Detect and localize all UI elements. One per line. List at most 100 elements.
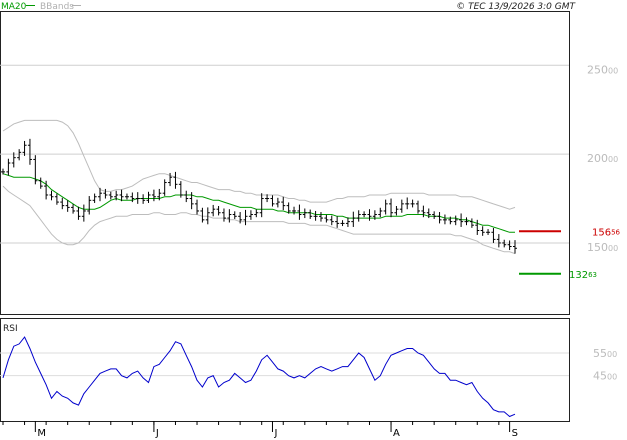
ohlc-bar (44, 180, 49, 200)
ohlc-bar (238, 212, 243, 224)
ohlc-bar (308, 209, 313, 219)
price-tick-label: 20000 (587, 152, 618, 165)
ohlc-bar (119, 189, 124, 202)
ohlc-bar (205, 207, 210, 225)
ohlc-bar (459, 213, 464, 227)
price-tick-decimals: 00 (608, 66, 618, 75)
ohlc-bar (33, 155, 38, 185)
ohlc-bar (432, 211, 437, 219)
ohlc-bar (356, 210, 361, 222)
ohlc-bar (437, 212, 442, 224)
ohlc-bar (410, 199, 415, 208)
price-plot (1, 119, 517, 255)
ohlc-bar (22, 140, 27, 156)
ohlc-bar (448, 216, 453, 225)
ohlc-bar (286, 202, 291, 214)
ohlc-bar (415, 200, 420, 214)
ohlc-bar (189, 192, 194, 210)
ohlc-bar (389, 198, 394, 218)
ohlc-bar (49, 190, 54, 201)
ohlc-bar (302, 208, 307, 219)
ohlc-bar (60, 197, 65, 210)
ohlc-bar (71, 204, 76, 214)
ohlc-bar (141, 194, 146, 204)
x-tick-label: J (273, 428, 277, 439)
ohlc-bar (281, 196, 286, 211)
ohlc-bar (329, 215, 334, 226)
ohlc-bar (146, 191, 151, 203)
ohlc-bar (259, 193, 264, 218)
ohlc-bar (502, 239, 507, 248)
ohlc-bar (243, 209, 248, 226)
ma20-line (2, 173, 515, 233)
ohlc-bar (491, 228, 496, 243)
ohlc-bar (270, 195, 275, 207)
ohlc-bar (275, 197, 280, 208)
ohlc-bar (162, 179, 167, 196)
ohlc-bar (442, 214, 447, 225)
ohlc-bar (378, 207, 383, 218)
ohlc-bar (292, 206, 297, 215)
ohlc-bar (469, 218, 474, 228)
ohlc-bar (507, 240, 512, 251)
price-panel-frame (0, 11, 570, 315)
ohlc-bar (421, 205, 426, 218)
ohlc-bar (114, 190, 119, 201)
ohlc-bar (453, 215, 458, 226)
price-tick-label: 15000 (587, 241, 618, 254)
ohlc-bar (383, 199, 388, 215)
ohlc-bar (6, 158, 11, 176)
ohlc-bar (11, 152, 16, 168)
x-tick-label: S (512, 428, 518, 439)
ohlc-bar (54, 193, 59, 205)
ohlc-bar (98, 187, 103, 202)
rsi-line (2, 336, 516, 418)
ohlc-bar (157, 188, 162, 201)
price-level-markers: 15656 13263 (519, 227, 621, 281)
ohlc-bar (426, 208, 431, 219)
ohlc-bar (211, 204, 216, 217)
rsi-tick-decimals: 00 (607, 373, 617, 382)
ohlc-bar (76, 206, 81, 220)
price-level-decimals: 63 (588, 271, 597, 279)
ohlc-bar (195, 199, 200, 215)
copyright-timestamp: © TEC 13/9/2026 3:0 GMT (456, 2, 576, 12)
price-tick-decimals: 00 (608, 155, 618, 164)
ohlc-bar (216, 205, 221, 216)
ohlc-bar (81, 204, 86, 222)
ohlc-bar (254, 209, 259, 218)
price-level-label: 15656 (592, 227, 621, 238)
ohlc-bar (513, 240, 517, 254)
bband-lower-line (2, 185, 516, 255)
price-tick-decimals: 00 (608, 244, 618, 253)
ohlc-bar (372, 210, 377, 220)
ohlc-bar (367, 209, 372, 221)
ohlc-bar (340, 220, 345, 227)
ohlc-bar (351, 211, 356, 227)
x-tick-label: M (37, 428, 46, 439)
ohlc-bar (318, 212, 323, 222)
legend-bbands-label: BBands (40, 2, 74, 12)
price-tick-label: 25000 (587, 63, 618, 76)
ohlc-bar (221, 208, 226, 222)
ohlc-bar (38, 177, 43, 189)
ohlc-bar (313, 210, 318, 221)
legend-ma20-label: MA20 (1, 2, 27, 12)
ohlc-bar (184, 190, 189, 203)
ohlc-bar (130, 192, 135, 203)
ohlc-bar (399, 199, 404, 213)
rsi-tick-label: 4500 (593, 370, 617, 383)
ohlc-bar (496, 234, 501, 248)
price-level-label: 13263 (569, 270, 597, 281)
ohlc-bar (394, 205, 399, 216)
ohlc-bar (151, 189, 156, 202)
rsi-plot (2, 336, 516, 418)
ohlc-bar (1, 168, 5, 175)
x-tick-label: A (393, 428, 400, 439)
ohlc-bar (362, 211, 367, 218)
ohlc-bar (135, 192, 140, 204)
rsi-gridlines (0, 352, 569, 377)
ohlc-bar (232, 211, 237, 219)
